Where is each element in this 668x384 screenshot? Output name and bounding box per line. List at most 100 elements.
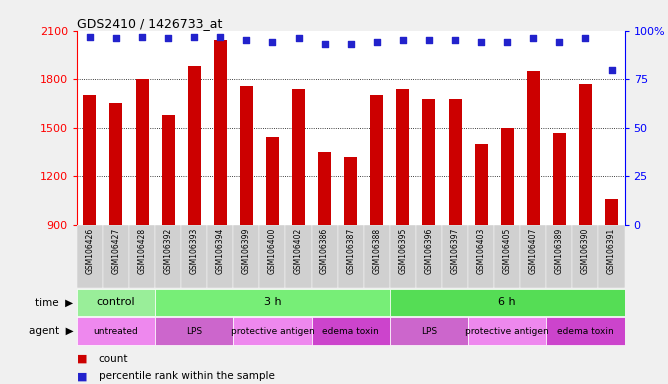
Text: GSM106389: GSM106389 xyxy=(555,228,564,274)
Bar xyxy=(390,317,468,345)
Text: GSM106387: GSM106387 xyxy=(346,228,355,274)
Text: GSM106402: GSM106402 xyxy=(294,228,303,274)
Bar xyxy=(448,99,462,225)
Text: GSM106400: GSM106400 xyxy=(268,228,277,274)
Text: GSM106405: GSM106405 xyxy=(503,228,512,274)
Point xyxy=(397,37,408,43)
Bar xyxy=(474,144,488,225)
Bar xyxy=(553,132,566,225)
Bar xyxy=(311,317,390,345)
Bar xyxy=(188,66,200,225)
Bar xyxy=(396,89,409,225)
Point xyxy=(554,39,564,45)
Bar xyxy=(266,137,279,225)
Bar xyxy=(501,127,514,225)
Point xyxy=(580,35,591,41)
Bar xyxy=(285,225,311,288)
Bar xyxy=(364,225,390,288)
Point xyxy=(345,41,356,47)
Point xyxy=(137,33,148,40)
Bar xyxy=(233,225,259,288)
Text: LPS: LPS xyxy=(186,327,202,336)
Point xyxy=(424,37,434,43)
Bar xyxy=(155,225,181,288)
Text: LPS: LPS xyxy=(421,327,437,336)
Point xyxy=(476,39,486,45)
Bar xyxy=(599,225,625,288)
Point xyxy=(450,37,460,43)
Point xyxy=(163,35,174,41)
Text: 3 h: 3 h xyxy=(264,297,281,308)
Bar xyxy=(318,152,331,225)
Bar xyxy=(292,89,305,225)
Bar xyxy=(579,84,592,225)
Text: agent  ▶: agent ▶ xyxy=(29,326,73,336)
Text: GSM106428: GSM106428 xyxy=(138,228,146,274)
Bar xyxy=(520,225,546,288)
Text: ■: ■ xyxy=(77,354,88,364)
Text: GSM106392: GSM106392 xyxy=(164,228,172,274)
Text: control: control xyxy=(97,297,135,308)
Text: time  ▶: time ▶ xyxy=(35,297,73,308)
Bar xyxy=(337,225,364,288)
Bar xyxy=(605,199,618,225)
Bar xyxy=(494,225,520,288)
Text: protective antigen: protective antigen xyxy=(230,327,315,336)
Text: 6 h: 6 h xyxy=(498,297,516,308)
Text: GSM106397: GSM106397 xyxy=(450,228,460,274)
Bar xyxy=(390,225,416,288)
Bar xyxy=(162,115,174,225)
Bar xyxy=(370,95,383,225)
Bar xyxy=(344,157,357,225)
Text: GDS2410 / 1426733_at: GDS2410 / 1426733_at xyxy=(77,17,222,30)
Point xyxy=(111,35,122,41)
Bar xyxy=(103,225,129,288)
Bar xyxy=(77,317,155,345)
Bar xyxy=(442,225,468,288)
Bar xyxy=(214,40,227,225)
Text: GSM106407: GSM106407 xyxy=(529,228,538,274)
Text: count: count xyxy=(99,354,128,364)
Bar xyxy=(77,225,103,288)
Bar xyxy=(84,95,96,225)
Bar xyxy=(422,99,436,225)
Text: GSM106427: GSM106427 xyxy=(112,228,120,274)
Point xyxy=(606,66,617,73)
Bar xyxy=(77,289,155,316)
Bar xyxy=(240,86,253,225)
Text: GSM106386: GSM106386 xyxy=(320,228,329,274)
Bar xyxy=(468,225,494,288)
Bar xyxy=(527,71,540,225)
Text: GSM106426: GSM106426 xyxy=(86,228,94,274)
Text: protective antigen: protective antigen xyxy=(466,327,549,336)
Text: GSM106391: GSM106391 xyxy=(607,228,616,274)
Text: percentile rank within the sample: percentile rank within the sample xyxy=(99,371,275,381)
Bar xyxy=(572,225,599,288)
Point xyxy=(267,39,278,45)
Point xyxy=(502,39,512,45)
Bar xyxy=(181,225,207,288)
Bar xyxy=(129,225,155,288)
Bar xyxy=(468,317,546,345)
Bar xyxy=(259,225,285,288)
Text: edema toxin: edema toxin xyxy=(323,327,379,336)
Point xyxy=(215,33,226,40)
Bar xyxy=(155,317,233,345)
Point xyxy=(189,33,200,40)
Bar xyxy=(155,289,390,316)
Point xyxy=(85,33,96,40)
Text: GSM106399: GSM106399 xyxy=(242,228,251,274)
Text: GSM106396: GSM106396 xyxy=(424,228,434,274)
Bar xyxy=(136,79,148,225)
Text: GSM106388: GSM106388 xyxy=(372,228,381,274)
Point xyxy=(293,35,304,41)
Bar xyxy=(546,317,625,345)
Bar xyxy=(207,225,233,288)
Bar xyxy=(390,289,625,316)
Bar xyxy=(233,317,311,345)
Point xyxy=(371,39,382,45)
Point xyxy=(319,41,330,47)
Text: untreated: untreated xyxy=(94,327,138,336)
Point xyxy=(528,35,538,41)
Bar xyxy=(546,225,572,288)
